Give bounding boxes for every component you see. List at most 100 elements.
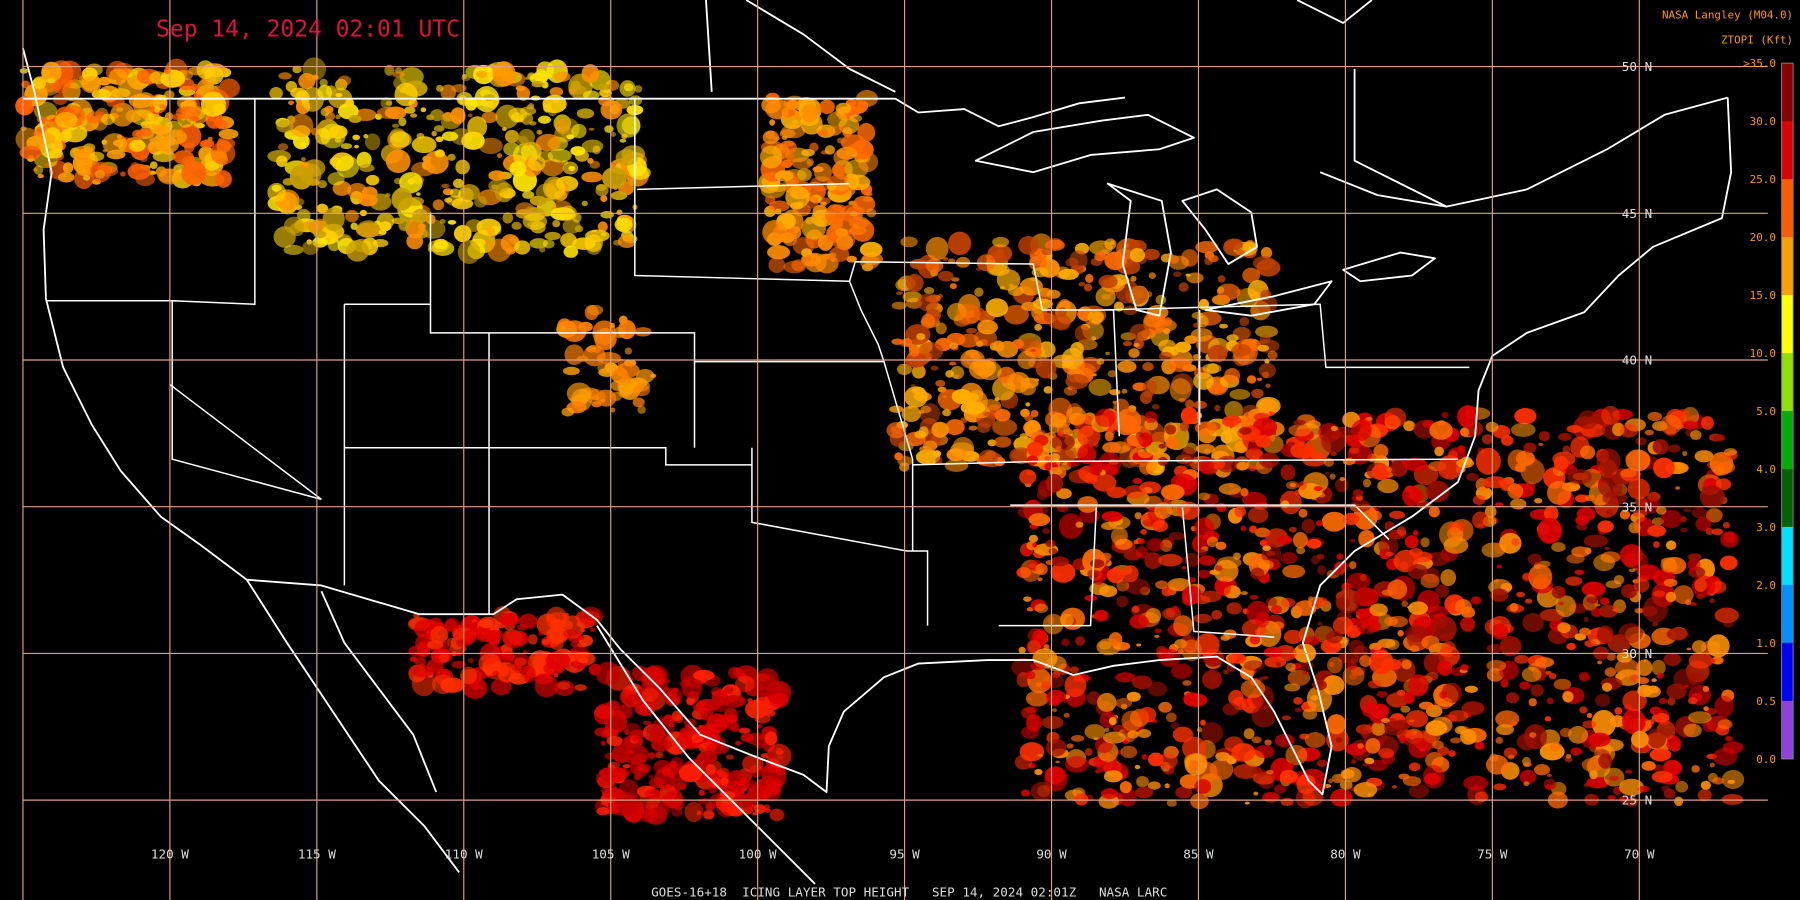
icing-patch (894, 452, 903, 461)
icing-patch (1070, 735, 1085, 742)
icing-patch (1124, 434, 1144, 448)
icing-patch (678, 763, 703, 783)
icing-patch (1711, 528, 1724, 536)
icing-patch (1035, 358, 1057, 379)
icing-patch (1058, 268, 1079, 280)
icing-patch (925, 236, 949, 261)
icing-patch (1030, 409, 1039, 418)
icing-patch (1285, 481, 1299, 490)
icing-patch (1486, 754, 1509, 775)
great-lakes (974, 113, 1436, 317)
icing-patch (54, 111, 78, 128)
icing-patch (451, 660, 466, 669)
icing-patch (1165, 424, 1177, 435)
icing-patch (549, 87, 564, 97)
icing-patch (1256, 377, 1263, 381)
icing-patch (1519, 681, 1531, 690)
icing-patch (1121, 388, 1128, 394)
icing-patch (1022, 548, 1031, 556)
icing-patch (1075, 636, 1086, 646)
icing-patch (413, 657, 427, 666)
icing-patch (1169, 378, 1192, 402)
icing-patch (1211, 609, 1223, 620)
icing-patch (1551, 542, 1566, 552)
icing-patch (1025, 470, 1034, 476)
icing-patch (983, 411, 991, 417)
icing-patch (1637, 564, 1660, 580)
icing-patch (1290, 442, 1315, 459)
icing-patch (944, 459, 969, 472)
icing-patch (757, 735, 767, 740)
icing-patch (1378, 534, 1399, 557)
icing-patch (1247, 507, 1269, 524)
icing-patch (1340, 769, 1355, 779)
state-lines (45, 98, 1470, 638)
icing-patch (1247, 464, 1258, 472)
icing-patch (1451, 650, 1459, 656)
icing-patch (391, 123, 400, 128)
icing-patch (1143, 310, 1167, 335)
icing-patch (1297, 644, 1304, 650)
icing-patch (539, 246, 546, 253)
icing-patch (1255, 325, 1279, 338)
icing-patch (1407, 564, 1429, 580)
icing-patch (933, 450, 942, 457)
icing-patch (1330, 452, 1338, 457)
icing-patch (1715, 478, 1732, 491)
icing-patch (1157, 447, 1164, 454)
icing-patch (902, 337, 912, 347)
icing-patch (347, 182, 368, 199)
icing-patch (1173, 615, 1194, 637)
icing-patch (755, 723, 763, 729)
icing-patch (1306, 420, 1321, 429)
icing-patch (628, 165, 651, 180)
icing-patch (1712, 747, 1738, 766)
icing-patch (1619, 543, 1643, 567)
icing-patch (1651, 659, 1666, 676)
lon-label: 85 W (1183, 847, 1214, 862)
icing-patch (1125, 735, 1135, 742)
icing-patch (801, 104, 819, 123)
icing-patch (52, 78, 71, 94)
icing-patch (1200, 590, 1222, 603)
icing-patch (1688, 553, 1702, 561)
icing-patch (1024, 706, 1038, 713)
icing-patch (1660, 509, 1683, 529)
icing-patch (1193, 613, 1212, 624)
icing-patch (1168, 531, 1185, 541)
icing-patch (1042, 613, 1064, 635)
icing-patch (164, 112, 174, 121)
icing-patch (735, 675, 755, 693)
icing-patch (942, 409, 952, 417)
icing-patch (1215, 580, 1231, 597)
icing-patch (614, 217, 633, 232)
icing-patch (1057, 307, 1067, 317)
icing-patch (1218, 483, 1242, 495)
lat-label: 35 N (1622, 499, 1652, 514)
icing-patch (380, 97, 393, 109)
northern-border (22, 96, 1728, 208)
icing-patch (769, 808, 785, 822)
icing-patch (288, 100, 295, 106)
icing-patch (1158, 351, 1173, 361)
icing-patch (1439, 691, 1448, 699)
icing-patch (1216, 283, 1241, 301)
icing-patch (1651, 712, 1670, 723)
icing-patch (1158, 443, 1166, 449)
icing-patch (1020, 789, 1030, 797)
icing-patch (1722, 521, 1731, 529)
icing-patch (621, 133, 628, 140)
icing-patch (210, 141, 236, 165)
icing-patch (1342, 665, 1365, 686)
icing-patch (502, 212, 514, 224)
icing-patch (935, 456, 943, 465)
icing-patch (1279, 769, 1298, 784)
icing-patch (329, 125, 348, 139)
icing-patch (173, 150, 195, 165)
icing-patch (127, 163, 151, 180)
icing-patch (650, 790, 656, 794)
icing-patch (1026, 455, 1039, 466)
icing-patch (460, 666, 478, 685)
icing-patch (1294, 707, 1302, 713)
icing-patch (447, 219, 457, 225)
